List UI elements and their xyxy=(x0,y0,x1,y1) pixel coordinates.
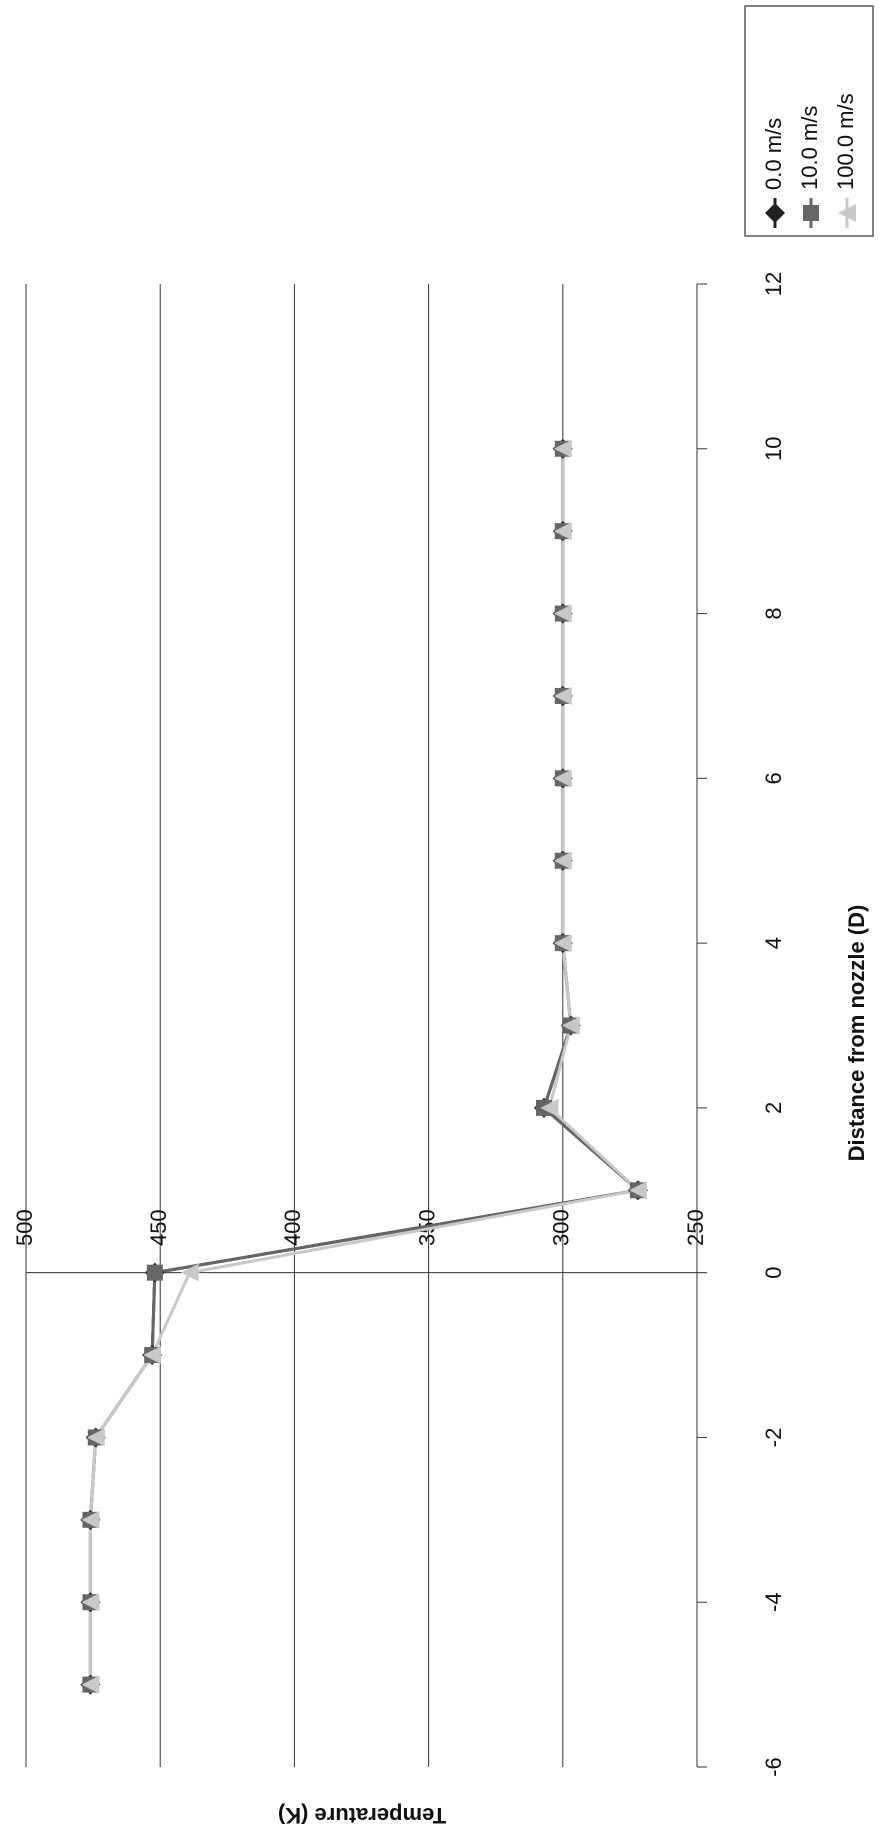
marker xyxy=(540,1098,559,1117)
marker xyxy=(143,1346,162,1365)
marker xyxy=(553,769,572,788)
marker xyxy=(561,1016,580,1035)
marker xyxy=(146,1264,163,1281)
x-tick-label: 10 xyxy=(761,437,786,461)
legend-label: 100.0 m/s xyxy=(833,93,858,190)
legend-marker xyxy=(765,203,785,223)
series-line xyxy=(88,448,642,1685)
legend-marker xyxy=(838,204,856,222)
marker xyxy=(553,604,572,623)
y-tick-label: 250 xyxy=(683,1209,708,1246)
legend-label: 10.0 m/s xyxy=(797,106,822,190)
marker xyxy=(180,1263,199,1282)
x-tick-label: 4 xyxy=(761,937,786,949)
x-tick-label: -6 xyxy=(761,1757,786,1777)
legend-marker xyxy=(803,205,819,221)
y-tick-label: 450 xyxy=(146,1209,171,1246)
marker xyxy=(81,1675,100,1694)
marker xyxy=(553,934,572,953)
x-axis-title: Distance from nozzle (D) xyxy=(844,905,869,1162)
marker xyxy=(553,439,572,458)
marker xyxy=(553,851,572,870)
x-tick-label: 12 xyxy=(761,272,786,296)
marker xyxy=(86,1428,105,1447)
legend-label: 0.0 m/s xyxy=(761,118,786,190)
x-tick-label: 6 xyxy=(761,772,786,784)
x-tick-label: 8 xyxy=(761,607,786,619)
x-tick-label: 2 xyxy=(761,1102,786,1114)
y-tick-label: 400 xyxy=(280,1209,305,1246)
x-tick-label: -4 xyxy=(761,1592,786,1612)
y-tick-label: 300 xyxy=(549,1209,574,1246)
marker xyxy=(553,522,572,541)
marker xyxy=(81,1510,100,1529)
legend-box xyxy=(744,5,874,237)
y-axis-title: Temperature (K) xyxy=(278,1803,446,1828)
marker xyxy=(553,686,572,705)
y-tick-label: 500 xyxy=(12,1209,37,1246)
series-line xyxy=(88,448,642,1685)
series-line xyxy=(88,448,642,1685)
marker xyxy=(628,1181,647,1200)
x-tick-label: -2 xyxy=(761,1428,786,1448)
marker xyxy=(81,1593,100,1612)
x-tick-label: 0 xyxy=(761,1267,786,1279)
